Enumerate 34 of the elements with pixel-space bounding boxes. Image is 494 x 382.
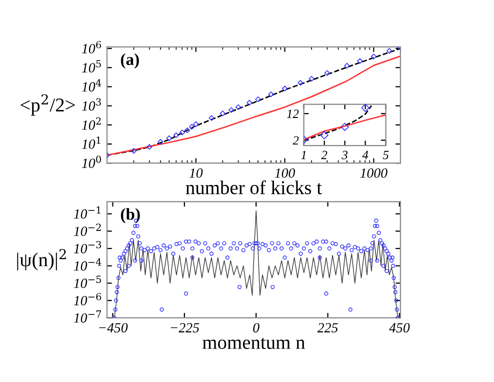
annotation: (a) [120, 53, 139, 68]
x-tick-label: 10 [189, 168, 203, 178]
x-tick-label: 1000 [360, 168, 388, 178]
x-tick-label: 1 [301, 150, 306, 160]
y-tick-label: 10$^{−7}$ [74, 310, 102, 323]
x-tick-label: 225 [317, 323, 338, 332]
x-tick-label: 5 [382, 150, 389, 160]
y-axis-title: <p$^{2}$/2> [20, 94, 75, 116]
x-tick-label: 450 [389, 323, 410, 332]
y-tick-label: 10$^{−6}$ [74, 292, 102, 306]
x-tick-label: −225 [170, 323, 200, 332]
y-tick-label: 10$^{−3}$ [74, 240, 102, 254]
y-tick-label: 10$^{1}$ [82, 136, 100, 149]
y-tick-label: 10$^{0}$ [82, 156, 101, 168]
annotation: (b) [120, 208, 140, 224]
x-tick-label: −450 [99, 323, 128, 332]
y-tick-label: 10$^{4}$ [82, 79, 102, 92]
y-axis-title: |ψ(n)|$^{2}$ [17, 248, 66, 270]
x-axis-title: number of kicks t [186, 180, 322, 194]
x-tick-label: 0 [253, 323, 260, 332]
x-tick-label: 3 [342, 150, 348, 160]
y-tick-label: 10$^{6}$ [82, 40, 102, 54]
y-tick-label: 10$^{−1}$ [74, 206, 100, 219]
y-tick-label: 10$^{2}$ [82, 117, 101, 130]
y-tick-label: 10$^{−4}$ [74, 258, 102, 271]
x-tick-label: 100 [274, 168, 296, 178]
y-tick-label: 10$^{−5}$ [74, 276, 101, 288]
y-tick-label: 10$^{5}$ [82, 60, 101, 72]
x-tick-label: 2 [321, 150, 328, 160]
y-tick-label: 12 [286, 110, 299, 118]
x-tick-label: 4 [362, 150, 368, 160]
y-tick-label: 10$^{−2}$ [74, 224, 101, 236]
y-tick-label: 10$^{3}$ [82, 98, 101, 111]
x-axis-title: momentum n [202, 338, 305, 349]
